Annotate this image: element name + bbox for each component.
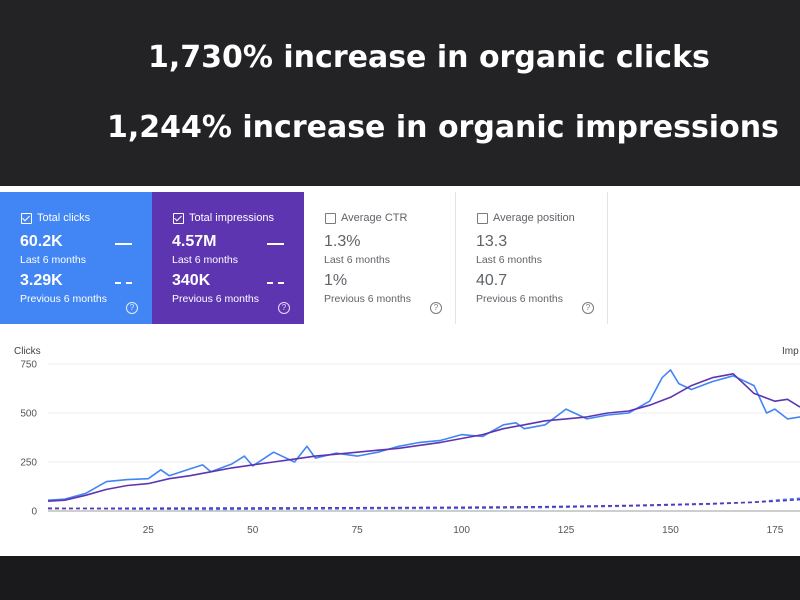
x-tick-label: 75 bbox=[352, 525, 364, 536]
series-line-impressions-previous bbox=[47, 498, 800, 510]
card-previous-value: 1% bbox=[324, 272, 348, 289]
card-label: Average position bbox=[493, 212, 575, 224]
card-previous-value: 340K bbox=[172, 272, 211, 289]
card-previous-period: Previous 6 months bbox=[20, 293, 107, 305]
solid-line-legend-icon bbox=[115, 243, 132, 245]
x-tick-label: 50 bbox=[247, 525, 259, 536]
help-icon[interactable]: ? bbox=[278, 302, 290, 314]
dashed-line-legend-icon bbox=[115, 282, 132, 284]
card-previous-period: Previous 6 months bbox=[172, 293, 259, 305]
card-label: Total clicks bbox=[37, 212, 91, 224]
help-icon[interactable]: ? bbox=[126, 302, 138, 314]
help-icon[interactable]: ? bbox=[430, 302, 442, 314]
card-current-value: 60.2K bbox=[20, 233, 63, 250]
card-average-position[interactable]: Average position 13.3 Last 6 months 40.7… bbox=[456, 192, 608, 324]
checkbox-checked-icon[interactable] bbox=[21, 213, 32, 224]
clicks-increase-headline: 1,730% increase in organic clicks bbox=[148, 40, 710, 75]
card-total-clicks[interactable]: Total clicks 60.2K Last 6 months 3.29K P… bbox=[0, 192, 152, 324]
solid-line-legend-icon bbox=[267, 243, 284, 245]
impressions-increase-headline: 1,244% increase in organic impressions bbox=[107, 110, 779, 145]
dashed-line-legend-icon bbox=[267, 282, 284, 284]
performance-panel: Total clicks 60.2K Last 6 months 3.29K P… bbox=[0, 186, 800, 556]
y-tick-label: 250 bbox=[20, 458, 37, 469]
card-current-value: 1.3% bbox=[324, 233, 361, 250]
x-tick-label: 125 bbox=[558, 525, 575, 536]
bottom-dark-strip bbox=[0, 556, 800, 600]
x-tick-label: 150 bbox=[662, 525, 679, 536]
checkbox-checked-icon[interactable] bbox=[173, 213, 184, 224]
y-tick-label: 0 bbox=[31, 507, 37, 518]
card-previous-period: Previous 6 months bbox=[324, 293, 411, 305]
card-label: Average CTR bbox=[341, 212, 408, 224]
checkbox-unchecked-icon[interactable] bbox=[325, 213, 336, 224]
checkbox-unchecked-icon[interactable] bbox=[477, 213, 488, 224]
card-total-impressions[interactable]: Total impressions 4.57M Last 6 months 34… bbox=[152, 192, 304, 324]
left-axis-title: Clicks bbox=[14, 346, 41, 357]
card-current-value: 13.3 bbox=[476, 233, 508, 250]
series-line-clicks bbox=[47, 369, 800, 501]
metric-cards: Total clicks 60.2K Last 6 months 3.29K P… bbox=[0, 186, 800, 324]
performance-line-chart: Clicks Imp 0 250 500 750 25 50 75 100 125 150 175 bbox=[14, 346, 800, 536]
card-current-value: 4.57M bbox=[172, 233, 217, 250]
card-previous-period: Previous 6 months bbox=[476, 293, 563, 305]
series-line-impressions bbox=[47, 373, 800, 502]
x-tick-label: 100 bbox=[453, 525, 470, 536]
card-current-period: Last 6 months bbox=[324, 254, 390, 266]
x-tick-label: 175 bbox=[767, 525, 784, 536]
card-previous-value: 3.29K bbox=[20, 272, 63, 289]
card-label: Total impressions bbox=[189, 212, 274, 224]
y-tick-label: 500 bbox=[20, 409, 37, 420]
right-axis-title: Imp bbox=[782, 346, 799, 357]
x-tick-label: 25 bbox=[143, 525, 155, 536]
card-current-period: Last 6 months bbox=[172, 254, 238, 266]
card-average-ctr[interactable]: Average CTR 1.3% Last 6 months 1% Previo… bbox=[304, 192, 456, 324]
y-tick-label: 750 bbox=[20, 360, 37, 371]
card-current-period: Last 6 months bbox=[20, 254, 86, 266]
help-icon[interactable]: ? bbox=[582, 302, 594, 314]
card-previous-value: 40.7 bbox=[476, 272, 508, 289]
card-current-period: Last 6 months bbox=[476, 254, 542, 266]
